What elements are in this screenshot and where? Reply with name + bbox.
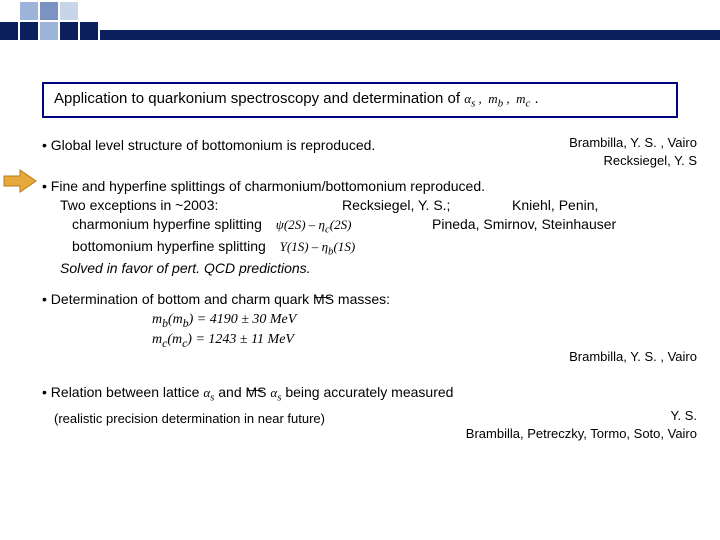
bullet1-ref1: Brambilla, Y. S. , Vairo: [569, 134, 697, 152]
bullet2-ref2: Kniehl, Penin,: [512, 196, 598, 215]
title-suffix: .: [534, 90, 538, 107]
title-formula: αs , mb , mc: [464, 91, 530, 110]
decoration-svg: [0, 0, 720, 42]
bullet4-sub: (realistic precision determination in ne…: [42, 411, 325, 426]
slide-header-decoration: [0, 0, 720, 40]
bullet2-line1: • Fine and hyperfine splittings of charm…: [42, 177, 702, 196]
bullet1-text: • Global level structure of bottomonium …: [42, 137, 375, 153]
bullet2-line4a: bottomonium hyperfine splitting: [72, 238, 266, 254]
bullet4-b: and: [214, 384, 245, 400]
bullet1-ref2: Recksiegel, Y. S: [569, 152, 697, 170]
bullet3-a: • Determination of bottom and charm quar…: [42, 291, 313, 307]
bullet2-formula1: ψ(2S) – ηc(2S): [276, 216, 352, 237]
title-box: Application to quarkonium spectroscopy a…: [42, 82, 678, 118]
content-area: • Global level structure of bottomonium …: [42, 130, 702, 428]
mass-formulas: mb(mb) = 4190 ± 30 MeV mc(mc) = 1243 ± 1…: [152, 311, 702, 351]
bullet2-line5: Solved in favor of pert. QCD predictions…: [42, 259, 702, 278]
bullet2-ref3: Pineda, Smirnov, Steinhauser: [432, 215, 616, 234]
bullet4-a: • Relation between lattice: [42, 384, 203, 400]
bullet4-alpha2: αs: [270, 384, 281, 405]
bullet2-formula2: Υ(1S) – ηb(1S): [280, 238, 355, 259]
arrow-icon: [2, 168, 38, 199]
bullet2-ref1: Recksiegel, Y. S.;: [342, 196, 450, 215]
bullet-3: • Determination of bottom and charm quar…: [42, 290, 702, 351]
bullet-2: • Fine and hyperfine splittings of charm…: [42, 177, 702, 278]
bullet4-ref1: Y. S.: [466, 407, 697, 425]
bullet2-line3a: charmonium hyperfine splitting: [72, 216, 262, 232]
title-prefix: Application to quarkonium spectroscopy a…: [54, 90, 464, 107]
bullet-4: • Relation between lattice αs and __MS α…: [42, 383, 702, 428]
bullet3-ref: Brambilla, Y. S. , Vairo: [569, 348, 697, 366]
bullet4-alpha1: αs: [203, 384, 214, 405]
bullet-1: • Global level structure of bottomonium …: [42, 136, 702, 155]
bullet4-d: being accurately measured: [281, 384, 453, 400]
bullet4-ref2: Brambilla, Petreczky, Tormo, Soto, Vairo: [466, 425, 697, 443]
formula-mb: mb(mb) = 4190 ± 30 MeV: [152, 311, 702, 331]
bullet3-c: masses:: [334, 291, 390, 307]
bullet2-line2a: Two exceptions in ~2003:: [60, 197, 218, 213]
